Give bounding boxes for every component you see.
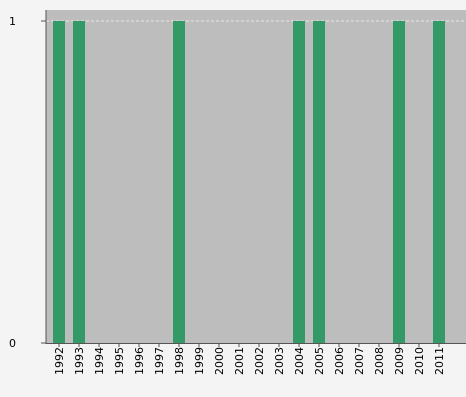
x-tick-label-1993: 1993 [73,347,86,375]
bar-2005 [313,21,325,343]
x-tick-label-1992: 1992 [53,347,66,375]
bar-2011 [433,21,445,343]
x-tick-label-1996: 1996 [133,347,146,375]
bar-1998 [173,21,185,343]
bar-2004 [293,21,305,343]
x-tick-label-2004: 2004 [293,347,306,375]
x-tick-label-2008: 2008 [373,347,386,375]
tick-labels: 0 1 1992 1993 1994 1995 1996 1997 1998 1999 2000 20… [9,15,446,375]
x-tick-label-1997: 1997 [153,347,166,375]
x-tick-label-1999: 1999 [193,347,206,375]
x-tick-label-2010: 2010 [413,347,426,375]
x-tick-label-2011: 2011 [433,347,446,375]
x-tick-label-1994: 1994 [93,347,106,375]
x-tick-label-2003: 2003 [273,347,286,375]
x-tick-label-2006: 2006 [333,347,346,375]
x-tick-label-2009: 2009 [393,347,406,375]
bar-1992 [53,21,65,343]
y-tick-label: 0 [9,337,16,350]
x-tick-label-2000: 2000 [213,347,226,375]
axes [41,10,466,347]
x-tick-label-2007: 2007 [353,347,366,375]
x-tick-label-2005: 2005 [313,347,326,375]
y-tick-label: 1 [9,15,16,28]
x-tick-label-1998: 1998 [173,347,186,375]
x-tick-label-2002: 2002 [253,347,266,375]
x-tick-label-1995: 1995 [113,347,126,375]
x-tick-label-2001: 2001 [233,347,246,375]
bars [53,21,445,343]
bar-1993 [73,21,85,343]
bar-2009 [393,21,405,343]
